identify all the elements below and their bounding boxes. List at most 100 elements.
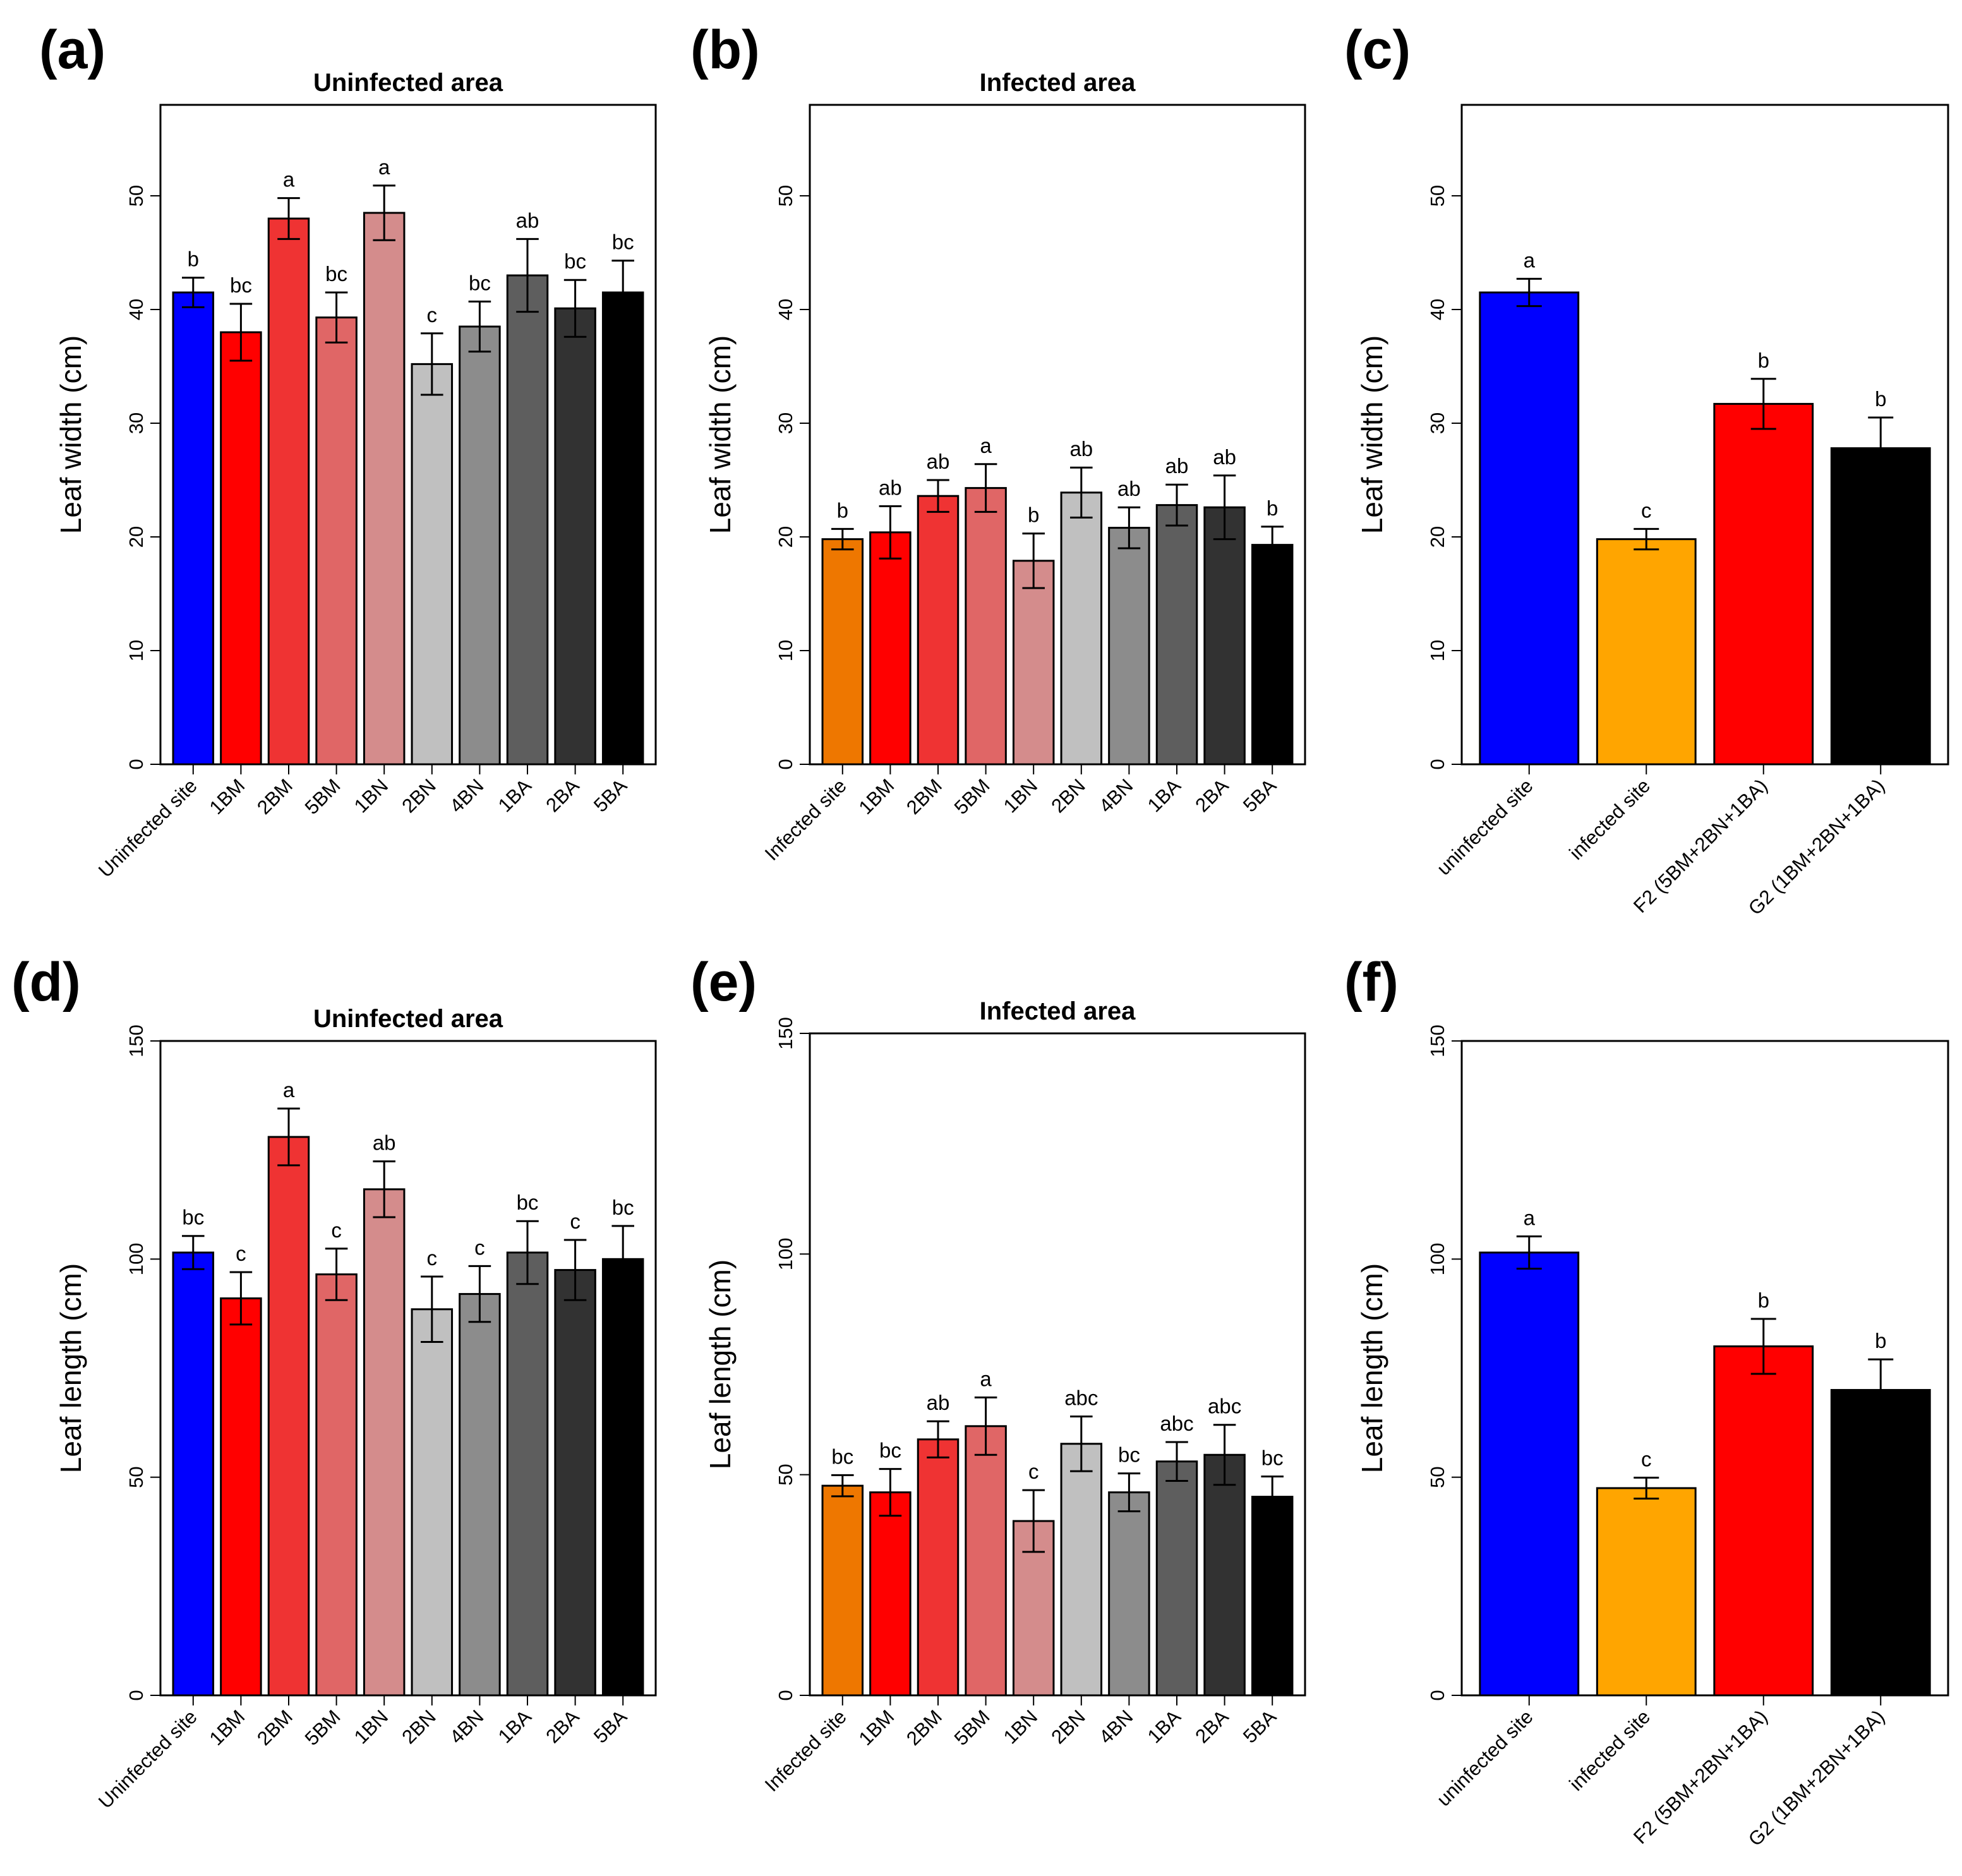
y-axis-title-a: Leaf width (cm)	[54, 335, 87, 534]
significance-letter-d-7: bc	[517, 1191, 539, 1214]
x-tick-label-e-5: 2BN	[1047, 1705, 1089, 1748]
panel-a: (a) Uninfected area Leaf width (cm) 0 10 20 30…	[39, 20, 657, 882]
y-tick-label-f-0: 0	[1426, 1690, 1448, 1700]
y-tick-label-b-0: 0	[774, 759, 797, 769]
y-tick-label-c-2: 20	[1426, 526, 1448, 548]
significance-letter-e-0: bc	[831, 1445, 853, 1468]
x-tick-label-d-9: 5BA	[589, 1705, 631, 1747]
x-tick-label-b-3: 5BM	[950, 774, 994, 819]
significance-letter-a-7: ab	[516, 208, 539, 232]
y-tick-label-d-2: 100	[125, 1242, 147, 1275]
bar-e-5	[1060, 1443, 1103, 1697]
x-tick-label-a-0: Uninfected site	[94, 774, 202, 882]
bar-f-2	[1713, 1345, 1814, 1697]
x-tick-label-d-3: 5BM	[301, 1705, 345, 1750]
x-tick-label-e-4: 1BN	[999, 1705, 1042, 1748]
x-tick-label-b-5: 2BN	[1047, 774, 1089, 817]
significance-letter-a-4: a	[378, 155, 390, 179]
x-tick-label-e-0: Infected site	[761, 1705, 851, 1796]
x-tick-label-b-9: 5BA	[1239, 774, 1280, 816]
bar-c-1	[1596, 538, 1697, 766]
x-tick-label-f-1: infected site	[1565, 1705, 1654, 1795]
x-tick-label-d-1: 1BM	[205, 1705, 250, 1750]
y-tick-label-f-2: 100	[1426, 1242, 1448, 1275]
x-tick-label-c-1: infected site	[1565, 774, 1654, 864]
y-tick-label-c-0: 0	[1426, 759, 1448, 769]
bar-b-0	[821, 538, 864, 766]
y-tick-label-a-2: 20	[125, 526, 147, 548]
plot-frame-d	[159, 1040, 657, 1697]
x-tick-label-a-8: 2BA	[541, 774, 583, 816]
bar-b-9	[1251, 544, 1294, 766]
significance-letter-b-5: ab	[1069, 437, 1093, 460]
panel-b: (b) Infected area Leaf width (cm) 0 10 20 30 40…	[690, 20, 1306, 865]
panel-label-e: (e)	[690, 952, 757, 1013]
y-tick-label-d-1: 50	[125, 1466, 147, 1488]
significance-letter-d-2: a	[283, 1078, 295, 1102]
x-tick-label-a-2: 2BM	[253, 774, 297, 819]
significance-letter-b-7: ab	[1165, 454, 1189, 478]
significance-letter-b-6: ab	[1117, 477, 1141, 500]
bar-f-1	[1596, 1487, 1697, 1697]
bar-e-1	[869, 1491, 912, 1697]
bar-b-4	[1012, 560, 1055, 766]
y-axis-title-c: Leaf width (cm)	[1356, 335, 1388, 534]
significance-letter-b-4: b	[1028, 503, 1039, 527]
y-tick-label-a-1: 10	[125, 640, 147, 661]
x-tick-label-e-7: 1BA	[1143, 1705, 1185, 1747]
bar-e-8	[1203, 1453, 1246, 1697]
significance-letter-e-7: abc	[1160, 1412, 1193, 1435]
plot-frame-e	[809, 1032, 1306, 1697]
x-tick-label-a-1: 1BM	[205, 774, 250, 819]
x-tick-label-f-2: F2 (5BM+2BN+1BA)	[1629, 1705, 1772, 1848]
significance-letter-e-2: ab	[927, 1391, 950, 1414]
significance-letter-d-0: bc	[182, 1206, 204, 1229]
chart-title-d: Uninfected area	[313, 1005, 503, 1033]
y-tick-label-c-3: 30	[1426, 412, 1448, 434]
bar-e-7	[1155, 1460, 1198, 1697]
bar-c-3	[1830, 447, 1931, 766]
y-axis-title-e: Leaf length (cm)	[704, 1260, 737, 1469]
x-tick-label-e-8: 2BA	[1191, 1705, 1232, 1747]
significance-letter-d-8: c	[570, 1210, 581, 1233]
x-tick-label-a-9: 5BA	[589, 774, 631, 816]
bar-b-2	[917, 495, 960, 766]
significance-letter-b-3: a	[980, 434, 992, 457]
y-tick-label-b-4: 40	[774, 299, 797, 320]
y-tick-label-b-5: 50	[774, 185, 797, 207]
y-tick-label-b-3: 30	[774, 412, 797, 434]
y-tick-label-f-3: 150	[1426, 1025, 1448, 1057]
x-tick-label-b-6: 4BN	[1095, 774, 1137, 817]
significance-letter-e-3: a	[980, 1367, 992, 1390]
bar-e-2	[917, 1438, 960, 1697]
plot-frame-f	[1460, 1040, 1949, 1697]
significance-letter-e-4: c	[1028, 1460, 1039, 1483]
x-tick-label-a-6: 4BN	[445, 774, 488, 817]
bar-b-5	[1060, 491, 1103, 766]
bar-d-9	[601, 1258, 644, 1697]
significance-letter-b-8: ab	[1213, 445, 1236, 469]
y-tick-label-b-2: 20	[774, 526, 797, 548]
chart-title-b: Infected area	[980, 69, 1136, 97]
x-tick-label-e-6: 4BN	[1095, 1705, 1137, 1748]
bar-a-0	[172, 291, 215, 766]
significance-letter-d-4: ab	[373, 1131, 396, 1155]
x-tick-label-e-1: 1BM	[855, 1705, 899, 1750]
y-tick-label-a-4: 40	[125, 299, 147, 320]
y-tick-label-e-0: 0	[774, 1690, 797, 1700]
x-tick-label-f-0: uninfected site	[1433, 1705, 1538, 1810]
x-tick-label-a-4: 1BN	[350, 774, 392, 817]
y-tick-label-e-1: 50	[774, 1464, 797, 1485]
x-tick-label-c-0: uninfected site	[1433, 774, 1538, 879]
y-tick-label-c-4: 40	[1426, 299, 1448, 320]
chart-title-a: Uninfected area	[313, 69, 503, 97]
x-tick-label-e-2: 2BM	[902, 1705, 946, 1750]
significance-letter-d-9: bc	[612, 1196, 634, 1219]
plot-frame-a	[159, 104, 657, 766]
x-tick-label-d-8: 2BA	[541, 1705, 583, 1747]
bar-a-5	[411, 363, 454, 766]
x-tick-label-c-2: F2 (5BM+2BN+1BA)	[1629, 774, 1772, 917]
significance-letter-d-6: c	[474, 1236, 485, 1259]
significance-letter-f-1: c	[1641, 1447, 1652, 1470]
